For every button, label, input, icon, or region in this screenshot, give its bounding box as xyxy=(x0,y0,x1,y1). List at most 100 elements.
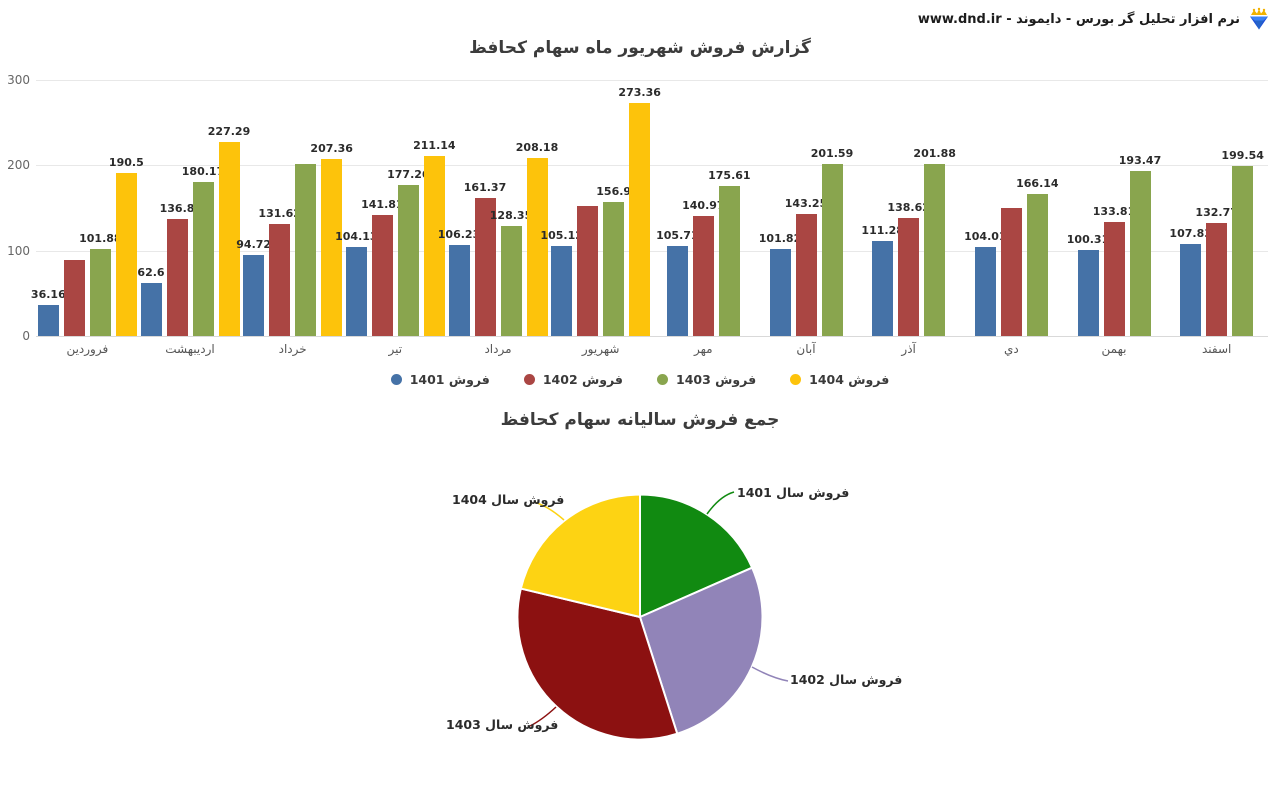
bar-فروش-1401-8[interactable] xyxy=(872,241,894,336)
bar-فروش-1402-10[interactable] xyxy=(1103,221,1125,336)
y-axis-tick-300: 300 xyxy=(7,73,30,87)
bar-فروش-1403-11[interactable] xyxy=(1232,165,1254,336)
legend-item-2[interactable]: فروش 1403 xyxy=(657,372,756,387)
bar-value-label: 201.88 xyxy=(913,146,956,160)
x-axis-label-0: فروردین xyxy=(66,342,109,356)
bar-value-label: 273.36 xyxy=(618,85,661,99)
x-axis-label-6: مهر xyxy=(694,342,713,356)
bar-فروش-1401-10[interactable] xyxy=(1077,250,1099,336)
bar-فروش-1402-8[interactable] xyxy=(898,217,920,336)
pie-slice-label-1403: فروش سال 1403 xyxy=(446,717,559,732)
bar-فروش-1401-4[interactable] xyxy=(448,245,470,336)
x-axis-label-11: اسفند xyxy=(1201,342,1232,356)
bar-فروش-1402-4[interactable] xyxy=(474,198,496,336)
x-axis-label-1: اردیبهشت xyxy=(165,342,215,356)
legend-dot-icon xyxy=(790,374,802,385)
pie-slice-2[interactable] xyxy=(516,587,679,741)
bar-فروش-1403-3[interactable] xyxy=(397,184,419,336)
bar-فروش-1401-7[interactable] xyxy=(769,249,791,336)
chart-legend: فروش 1401 فروش 1402 فروش 1403 فروش 1404 xyxy=(0,372,1280,387)
bar-value-label: 227.29 xyxy=(207,125,251,139)
legend-label: فروش 1404 xyxy=(809,372,890,387)
pie-slice-label-1401: فروش سال 1401 xyxy=(737,485,850,500)
pie-slice-1[interactable] xyxy=(639,566,764,735)
bar-فروش-1404-0[interactable] xyxy=(115,173,137,336)
bar-فروش-1403-5[interactable] xyxy=(603,202,625,336)
bar-فروش-1401-5[interactable] xyxy=(551,246,573,336)
bar-value-label: 140.97 xyxy=(682,198,725,212)
bar-فروش-1403-6[interactable] xyxy=(718,186,740,336)
bar-فروش-1402-9[interactable] xyxy=(1000,208,1022,336)
bar-فروش-1402-11[interactable] xyxy=(1206,222,1228,336)
bar-فروش-1401-2[interactable] xyxy=(243,255,265,336)
bar-فروش-1401-9[interactable] xyxy=(974,247,996,336)
bar-فروش-1404-1[interactable] xyxy=(218,142,240,336)
bar-فروش-1402-0[interactable] xyxy=(63,259,85,336)
bar-value-label: 133.81 xyxy=(1092,204,1136,218)
x-axis-label-7: آبان xyxy=(796,342,816,356)
bar-فروش-1404-4[interactable] xyxy=(526,158,548,336)
bar-chart-title: گزارش فروش شهریور ماه سهام کحافظ xyxy=(469,38,811,58)
bar-فروش-1404-3[interactable] xyxy=(423,155,445,336)
bar-فروش-1402-3[interactable] xyxy=(371,215,393,336)
bar-value-label: 190.5 xyxy=(108,156,144,170)
bar-فروش-1403-7[interactable] xyxy=(821,163,843,336)
bar-value-label: 177.26 xyxy=(387,167,430,181)
bar-value-label: 211.14 xyxy=(413,138,456,152)
bar-value-label: 101.82 xyxy=(758,232,802,246)
bar-فروش-1403-1[interactable] xyxy=(192,182,214,336)
pie-slice-0[interactable] xyxy=(639,493,754,618)
legend-dot-icon xyxy=(523,374,535,385)
bar-فروش-1403-10[interactable] xyxy=(1129,170,1151,336)
pie-slice-label-1404: فروش سال 1404 xyxy=(452,492,565,507)
bar-فروش-1403-0[interactable] xyxy=(89,249,111,336)
bar-فروش-1404-2[interactable] xyxy=(321,159,343,336)
bar-value-label: 141.81 xyxy=(361,198,404,211)
gridline-0 xyxy=(36,336,1268,337)
legend-label: فروش 1403 xyxy=(676,372,757,387)
bar-فروش-1403-4[interactable] xyxy=(500,226,522,336)
bar-value-label: 105.71 xyxy=(656,228,699,242)
bar-value-label: 101.88 xyxy=(79,232,122,246)
legend-label: فروش 1401 xyxy=(409,372,490,387)
pie-slice-label-1402: فروش سال 1402 xyxy=(790,672,903,687)
y-axis-tick-100: 100 xyxy=(7,243,30,258)
bar-فروش-1402-2[interactable] xyxy=(269,223,291,336)
bar-فروش-1401-11[interactable] xyxy=(1180,244,1202,336)
bar-value-label: 104.01 xyxy=(964,230,1007,244)
legend-item-0[interactable]: فروش 1401 xyxy=(390,372,490,387)
bar-فروش-1401-6[interactable] xyxy=(666,245,688,336)
pie-leader-line-1403 xyxy=(529,706,557,727)
x-axis-label-4: مرداد xyxy=(484,342,512,356)
bar-فروش-1404-5[interactable] xyxy=(629,102,651,336)
bar-فروش-1402-5[interactable] xyxy=(577,205,599,336)
bar-فروش-1401-1[interactable] xyxy=(140,282,162,336)
bar-فروش-1403-9[interactable] xyxy=(1026,194,1048,336)
legend-dot-icon xyxy=(390,374,402,385)
bar-value-label: 132.77 xyxy=(1195,205,1238,219)
bar-value-label: 201.59 xyxy=(810,146,854,160)
bar-value-label: 105.12 xyxy=(540,229,583,243)
y-axis-tick-0: 0 xyxy=(22,329,30,343)
pie-slice-3[interactable] xyxy=(519,493,641,618)
bar-فروش-1403-2[interactable] xyxy=(295,164,317,336)
bar-value-label: 104.13 xyxy=(335,230,378,244)
pie-leader-line-1404 xyxy=(533,501,565,521)
x-axis-label-2: خرداد xyxy=(278,342,307,356)
bar-value-label: 207.36 xyxy=(310,142,353,156)
bar-value-label: 143.25 xyxy=(784,196,828,210)
bar-value-label: 175.61 xyxy=(708,169,751,183)
bar-فروش-1402-7[interactable] xyxy=(795,213,817,336)
legend-item-3[interactable]: فروش 1404 xyxy=(790,372,889,387)
bar-value-label: 193.47 xyxy=(1118,153,1162,167)
bar-فروش-1402-6[interactable] xyxy=(692,215,714,336)
legend-item-1[interactable]: فروش 1402 xyxy=(523,372,623,387)
bar-فروش-1401-3[interactable] xyxy=(345,247,367,336)
pie-chart-title: جمع فروش سالیانه سهام کحافظ xyxy=(500,410,780,430)
bar-فروش-1402-1[interactable] xyxy=(166,219,188,336)
bar-فروش-1403-8[interactable] xyxy=(924,163,946,336)
bar-value-label: 100.31 xyxy=(1066,233,1110,247)
bar-value-label: 36.16 xyxy=(30,288,66,302)
bar-فروش-1401-0[interactable] xyxy=(37,305,59,336)
